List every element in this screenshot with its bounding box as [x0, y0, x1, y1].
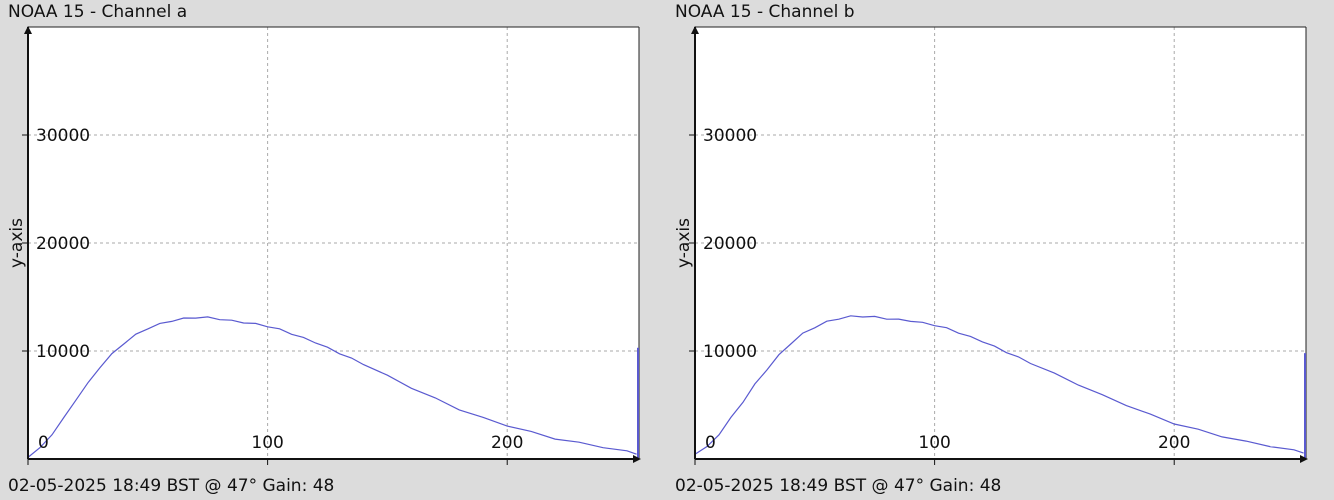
y-tick-label: 20000 — [703, 234, 757, 254]
y-tick-label: 10000 — [36, 342, 90, 362]
y-tick-label: 10000 — [703, 342, 757, 362]
chart-footer: 02-05-2025 18:49 BST @ 47° Gain: 48 — [675, 476, 1002, 496]
series-line — [694, 315, 1304, 455]
plot-area — [28, 27, 639, 459]
y-axis-arrow — [24, 26, 32, 34]
y-axis-arrow — [691, 26, 699, 34]
y-tick-label: 30000 — [36, 126, 90, 146]
chart-svg: 0 100 200 10000 20000 30000 y-axis — [7, 26, 641, 465]
chart-panel-channel-b: NOAA 15 - Channel b 0 100 200 10000 20000 300… — [667, 0, 1327, 500]
x-axis-arrow — [1300, 455, 1308, 463]
chart-footer: 02-05-2025 18:49 BST @ 47° Gain: 48 — [8, 476, 335, 496]
plot-area — [695, 27, 1306, 459]
y-axis-title: y-axis — [674, 218, 694, 268]
x-axis-arrow — [633, 455, 641, 463]
x-tick-label: 100 — [251, 433, 283, 453]
x-tick-label: 0 — [705, 433, 716, 453]
y-axis-title: y-axis — [7, 218, 27, 268]
chart-title: NOAA 15 - Channel a — [8, 2, 188, 22]
chart-title: NOAA 15 - Channel b — [675, 2, 855, 22]
x-tick-label: 200 — [491, 433, 523, 453]
y-tick-label: 20000 — [36, 234, 90, 254]
chart-svg: 0 100 200 10000 20000 30000 y-axis — [674, 26, 1308, 465]
x-tick-label: 100 — [918, 433, 950, 453]
y-tick-label: 30000 — [703, 126, 757, 146]
x-tick-label: 0 — [38, 433, 49, 453]
chart-panel-channel-a: NOAA 15 - Channel a 0 100 200 10000 20000 300… — [0, 0, 660, 500]
series-line — [27, 316, 637, 458]
x-tick-label: 200 — [1158, 433, 1190, 453]
